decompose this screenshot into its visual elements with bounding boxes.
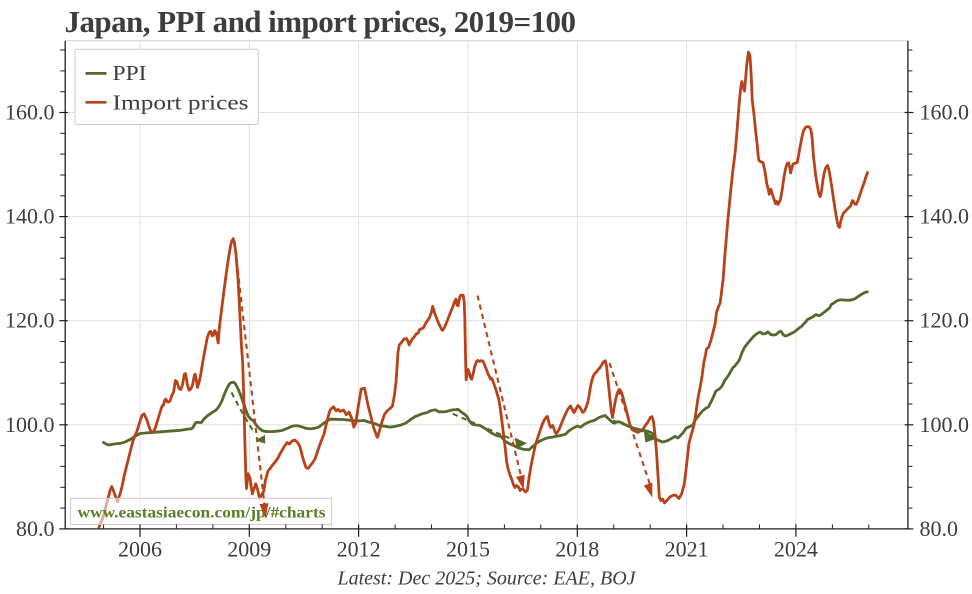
- svg-text:Import prices: Import prices: [113, 90, 249, 114]
- svg-text:Latest: Dec 2025; Source: EAE,: Latest: Dec 2025; Source: EAE, BOJ: [336, 568, 636, 590]
- svg-text:100.0: 100.0: [920, 412, 970, 437]
- svg-text:120.0: 120.0: [920, 308, 970, 333]
- svg-text:140.0: 140.0: [920, 204, 970, 229]
- svg-text:Japan, PPI and import prices,: Japan, PPI and import prices, 2019=100: [65, 4, 577, 39]
- svg-text:2024: 2024: [774, 537, 818, 562]
- svg-text:160.0: 160.0: [920, 100, 970, 125]
- svg-text:2006: 2006: [118, 537, 162, 562]
- svg-text:2021: 2021: [665, 537, 709, 562]
- svg-text:160.0: 160.0: [5, 100, 55, 125]
- svg-text:2015: 2015: [446, 537, 490, 562]
- svg-text:PPI: PPI: [113, 61, 147, 85]
- svg-text:2018: 2018: [555, 537, 599, 562]
- svg-text:2012: 2012: [337, 537, 381, 562]
- svg-text:80.0: 80.0: [920, 516, 959, 541]
- svg-text:2009: 2009: [227, 537, 271, 562]
- svg-text:120.0: 120.0: [5, 308, 55, 333]
- svg-text:100.0: 100.0: [5, 412, 55, 437]
- svg-text:80.0: 80.0: [16, 516, 55, 541]
- svg-text:140.0: 140.0: [5, 204, 55, 229]
- svg-text:www.eastasiaecon.com/jp/#chart: www.eastasiaecon.com/jp/#charts: [78, 505, 326, 522]
